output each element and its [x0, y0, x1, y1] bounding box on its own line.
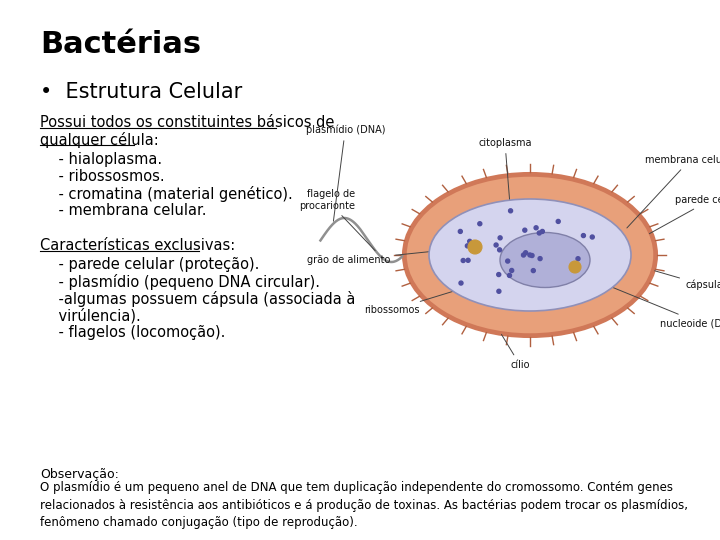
Text: citoplasma: citoplasma [478, 138, 532, 202]
Text: cílio: cílio [501, 334, 530, 370]
Text: grão de alimento: grão de alimento [307, 247, 472, 265]
Text: ribossomos: ribossomos [364, 281, 487, 315]
Circle shape [530, 253, 534, 258]
Circle shape [478, 222, 482, 226]
Ellipse shape [405, 175, 655, 335]
Circle shape [508, 209, 513, 213]
Ellipse shape [429, 199, 631, 311]
Circle shape [459, 281, 463, 285]
Text: flagelo de
procarionte: flagelo de procarionte [299, 189, 375, 251]
Text: - plasmídio (pequeno DNA circular).: - plasmídio (pequeno DNA circular). [40, 274, 320, 290]
Ellipse shape [403, 173, 657, 337]
Circle shape [531, 268, 535, 273]
Circle shape [505, 259, 510, 263]
Circle shape [590, 235, 594, 239]
Circle shape [468, 239, 472, 244]
Circle shape [523, 251, 528, 255]
Circle shape [508, 273, 511, 278]
Circle shape [510, 268, 513, 273]
Text: - ribossosmos.: - ribossosmos. [40, 169, 165, 184]
Circle shape [498, 248, 502, 252]
Text: virúlencia).: virúlencia). [40, 308, 140, 323]
Text: membrana celular: membrana celular [627, 155, 720, 228]
Text: - cromatina (material genético).: - cromatina (material genético). [40, 186, 293, 202]
Text: -algumas possuem cápsula (associada à: -algumas possuem cápsula (associada à [40, 291, 356, 307]
Circle shape [497, 289, 501, 293]
Circle shape [523, 228, 527, 232]
Circle shape [537, 231, 541, 235]
Ellipse shape [500, 233, 590, 287]
Text: Possui todos os constituintes básicos de: Possui todos os constituintes básicos de [40, 115, 334, 130]
Circle shape [582, 234, 585, 238]
Text: - membrana celular.: - membrana celular. [40, 203, 207, 218]
Text: •  Estrutura Celular: • Estrutura Celular [40, 82, 242, 102]
Circle shape [569, 261, 581, 273]
Circle shape [465, 244, 469, 248]
Text: Observação:: Observação: [40, 468, 119, 481]
Text: - parede celular (proteção).: - parede celular (proteção). [40, 257, 259, 272]
Circle shape [521, 253, 526, 257]
Circle shape [576, 256, 580, 261]
Text: - hialoplasma.: - hialoplasma. [40, 152, 162, 167]
Text: Características exclusivas:: Características exclusivas: [40, 238, 235, 253]
Text: nucleoide (DNA): nucleoide (DNA) [572, 271, 720, 328]
Circle shape [534, 226, 538, 230]
Circle shape [497, 273, 500, 276]
Text: Bactérias: Bactérias [40, 30, 201, 59]
Circle shape [462, 259, 465, 262]
Text: - flagelos (locomoção).: - flagelos (locomoção). [40, 325, 225, 340]
Circle shape [468, 240, 482, 254]
Text: qualquer célula:: qualquer célula: [40, 132, 158, 148]
Circle shape [541, 230, 544, 233]
Text: cápsula: cápsula [654, 271, 720, 291]
Circle shape [528, 253, 532, 257]
Circle shape [494, 243, 498, 247]
Circle shape [498, 236, 502, 240]
Circle shape [459, 230, 462, 233]
Text: plasmídio (DNA): plasmídio (DNA) [305, 125, 385, 221]
Circle shape [466, 258, 470, 262]
Text: parede celular: parede celular [649, 195, 720, 234]
Text: O plasmídio é um pequeno anel de DNA que tem duplicação independente do cromosso: O plasmídio é um pequeno anel de DNA que… [40, 481, 688, 529]
Circle shape [538, 256, 542, 261]
Circle shape [557, 219, 560, 224]
